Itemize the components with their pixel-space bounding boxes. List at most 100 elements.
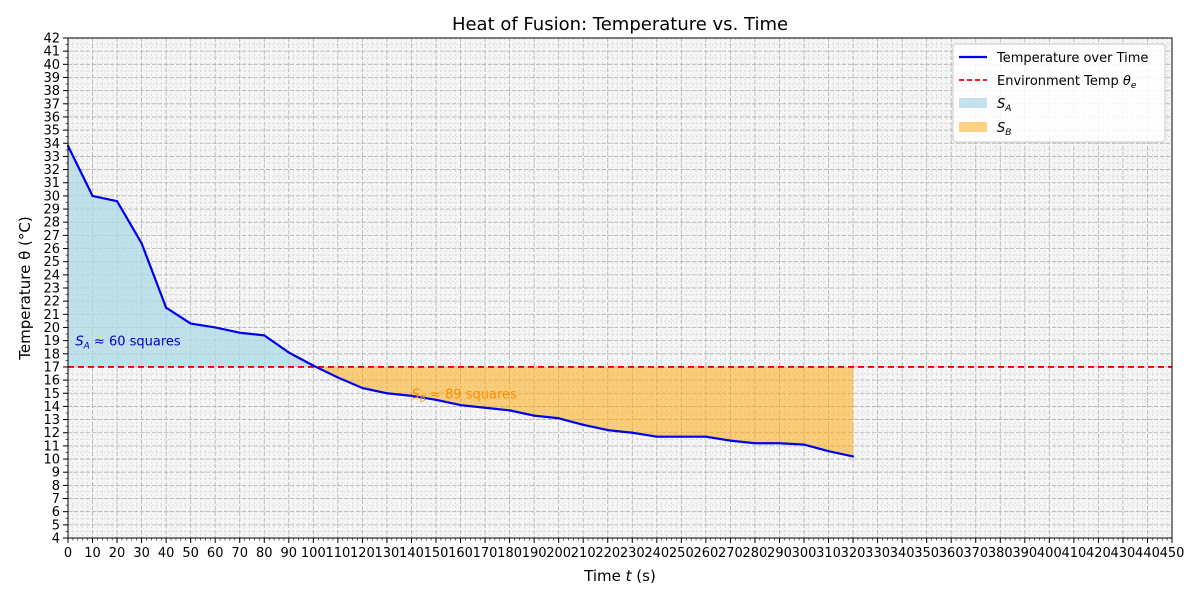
y-tick-label: 23: [43, 282, 60, 297]
x-tick-label: 290: [767, 546, 792, 561]
annotation-s-a: SA ≈ 60 squares: [75, 335, 181, 352]
data-point: [434, 398, 438, 401]
x-tick-label: 370: [963, 546, 988, 561]
data-point: [459, 404, 462, 407]
y-tick-label: 31: [43, 176, 60, 191]
x-tick-label: 390: [1012, 546, 1037, 561]
shaded-regions: [68, 145, 854, 457]
data-point: [704, 435, 707, 438]
legend-swatch-s-b: [959, 122, 987, 132]
y-tick-label: 17: [43, 360, 60, 375]
x-tick-label: 150: [424, 546, 449, 561]
y-tick-label: 40: [43, 58, 60, 73]
data-point: [753, 442, 757, 445]
y-axis-ticks: 4567891011121314151617181920212223242526…: [43, 32, 68, 547]
data-point: [802, 443, 806, 446]
y-tick-label: 39: [43, 71, 60, 86]
y-tick-label: 9: [52, 466, 60, 481]
legend-label-s-b: SB: [997, 121, 1011, 138]
x-tick-label: 350: [914, 546, 939, 561]
data-point: [312, 364, 315, 367]
region-annotations: SA ≈ 60 squares SB ≈ 89 squares: [75, 335, 517, 405]
data-point: [508, 409, 511, 412]
x-tick-label: 60: [207, 546, 224, 561]
y-tick-label: 21: [43, 308, 60, 323]
y-tick-label: 18: [43, 347, 60, 362]
y-tick-label: 22: [43, 295, 60, 310]
y-tick-label: 28: [43, 216, 60, 231]
y-tick-label: 27: [43, 229, 60, 244]
x-tick-label: 180: [497, 546, 522, 561]
data-point: [336, 376, 339, 379]
x-tick-label: 210: [571, 546, 596, 561]
x-tick-label: 50: [182, 546, 199, 561]
data-point: [115, 200, 119, 203]
x-tick-label: 10: [84, 546, 101, 561]
legend: Temperature over Time Environment Temp θe…: [952, 43, 1166, 143]
y-tick-label: 11: [43, 439, 60, 454]
x-tick-label: 320: [841, 546, 866, 561]
data-point: [655, 435, 658, 438]
annotation-s-b: SB ≈ 89 squares: [411, 387, 517, 404]
data-point: [361, 386, 364, 390]
y-tick-label: 10: [43, 453, 60, 468]
y-axis-label: Temperature θ (°C): [16, 216, 34, 360]
x-tick-label: 110: [325, 546, 350, 561]
data-point: [385, 392, 389, 395]
x-tick-label: 220: [595, 546, 620, 561]
x-tick-label: 360: [939, 546, 964, 561]
x-tick-label: 410: [1061, 546, 1086, 561]
x-tick-label: 90: [281, 546, 298, 561]
x-tick-label: 0: [64, 546, 72, 561]
x-tick-label: 170: [473, 546, 498, 561]
x-tick-label: 20: [109, 546, 126, 561]
data-point: [533, 414, 536, 417]
data-point: [851, 455, 855, 458]
data-point: [91, 194, 94, 197]
data-point: [582, 423, 585, 426]
x-axis-ticks: 0 10 20 30 40 50 60 70 80 90 100 110 120 130 140 150 160…: [64, 538, 1185, 561]
region-s-b: [313, 365, 854, 457]
x-tick-label: 120: [350, 546, 375, 561]
region-s-a: [68, 145, 314, 367]
x-tick-label: 450: [1160, 546, 1185, 561]
x-tick-label: 330: [865, 546, 890, 561]
data-point: [410, 394, 413, 397]
data-point: [263, 334, 266, 337]
x-tick-label: 420: [1086, 546, 1111, 561]
y-tick-label: 16: [43, 374, 60, 389]
y-tick-label: 20: [43, 321, 60, 336]
data-point: [631, 431, 634, 434]
y-tick-label: 35: [43, 124, 60, 139]
data-point: [140, 242, 143, 245]
x-tick-label: 340: [890, 546, 915, 561]
y-tick-label: 41: [43, 45, 60, 60]
x-tick-label: 260: [693, 546, 718, 561]
x-tick-label: 240: [644, 546, 669, 561]
x-tick-label: 140: [399, 546, 424, 561]
y-tick-label: 5: [52, 518, 60, 533]
x-tick-label: 300: [792, 546, 817, 561]
x-tick-label: 270: [718, 546, 743, 561]
x-tick-label: 40: [158, 546, 175, 561]
x-tick-label: 30: [133, 546, 150, 561]
y-tick-label: 4: [52, 532, 60, 547]
chart-title: Heat of Fusion: Temperature vs. Time: [452, 14, 788, 35]
data-point: [483, 406, 487, 409]
y-tick-label: 32: [43, 163, 60, 178]
x-tick-label: 250: [669, 546, 694, 561]
data-point: [238, 331, 241, 334]
x-tick-label: 200: [546, 546, 571, 561]
data-point: [827, 450, 830, 453]
y-tick-label: 38: [43, 84, 60, 99]
data-point: [165, 306, 168, 309]
legend-label-s-a: SA: [997, 97, 1011, 114]
legend-label-temperature: Temperature over Time: [996, 51, 1148, 66]
x-tick-label: 190: [522, 546, 547, 561]
y-tick-label: 7: [52, 492, 60, 507]
data-point: [680, 435, 683, 438]
y-tick-label: 37: [43, 97, 60, 112]
temperature-series: [66, 144, 855, 458]
y-tick-label: 6: [52, 505, 60, 520]
